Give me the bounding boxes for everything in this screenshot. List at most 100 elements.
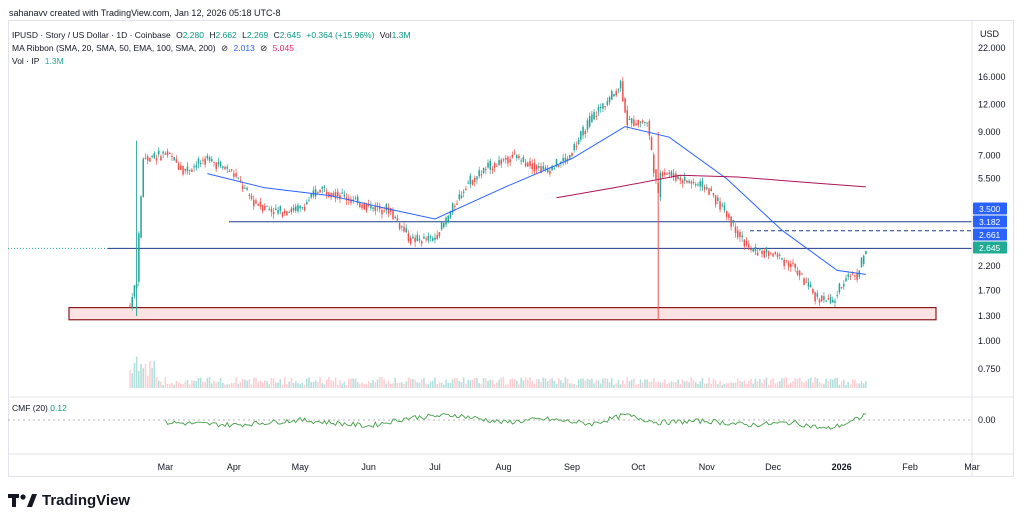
candle-body	[626, 109, 629, 126]
volume-bar	[502, 377, 505, 388]
candle-body	[429, 236, 432, 238]
candle-body	[562, 157, 564, 162]
volume-bar	[661, 382, 664, 388]
volume-bar	[544, 378, 547, 388]
volume-bar	[626, 377, 629, 388]
candle-body	[597, 107, 600, 112]
vol-ip-label[interactable]: Vol · IP	[12, 56, 40, 66]
volume-bar	[197, 377, 200, 388]
volume-bar	[378, 377, 381, 388]
volume-bar	[752, 383, 754, 388]
candle-body	[252, 199, 255, 207]
volume-bar	[155, 377, 158, 388]
y-tick-label: 0.750	[978, 364, 1001, 374]
volume-bar	[478, 383, 480, 388]
candle-body	[732, 219, 735, 224]
volume-bar	[367, 380, 370, 388]
support-zone	[68, 307, 937, 321]
x-tick-label: Oct	[631, 462, 646, 472]
volume-bar	[588, 379, 591, 388]
candle-body	[518, 155, 520, 159]
candle-body	[199, 163, 202, 165]
axis-layer: 22.000 16.000 12.000 9.000 7.000 5.500 2.200 1.…	[8, 20, 1014, 477]
volume-bar	[637, 383, 640, 388]
candle-body	[820, 295, 823, 302]
cmf-label[interactable]: CMF (20)	[12, 403, 48, 413]
candle-body	[436, 235, 438, 240]
candle-body	[639, 121, 642, 123]
candle-body	[767, 251, 770, 257]
candle-body	[765, 247, 768, 253]
candle-body	[694, 184, 697, 186]
tradingview-logo[interactable]: TradingView	[8, 490, 130, 510]
x-tick-label: Mar	[158, 462, 174, 472]
y-tick-label: 5.500	[978, 174, 1001, 184]
candle-body	[275, 208, 277, 211]
volume-bar	[706, 383, 708, 388]
candle-body	[619, 81, 622, 89]
candle-body	[524, 162, 527, 167]
volume-bar	[151, 367, 153, 388]
volume-bar	[725, 382, 728, 388]
volume-bar	[535, 379, 538, 388]
volume-bar	[712, 378, 715, 388]
candle-body	[191, 169, 193, 172]
volume-bar	[343, 381, 346, 388]
volume-bar	[153, 360, 156, 388]
candle-body	[341, 192, 343, 194]
candle-body	[507, 156, 509, 164]
candle-body	[469, 175, 472, 185]
volume-bar	[524, 377, 527, 388]
candle-body	[498, 159, 500, 166]
candle-body	[478, 170, 480, 177]
volume-bar	[286, 383, 288, 388]
candle-body	[838, 283, 841, 293]
volume-bar	[717, 384, 719, 388]
candle-body	[551, 165, 553, 171]
candle-body	[281, 212, 284, 217]
candle-body	[522, 157, 525, 162]
volume-bar	[732, 382, 735, 388]
candle-body	[586, 120, 589, 130]
candle-body	[688, 180, 690, 183]
candle-body	[710, 188, 712, 192]
candle-body	[381, 209, 383, 215]
candle-body	[487, 162, 489, 168]
ma-symbol-2: ⊘	[260, 43, 268, 53]
candle-body	[566, 158, 569, 161]
ma-label[interactable]: MA Ribbon (SMA, 20, SMA, 50, EMA, 100, S…	[12, 43, 216, 53]
volume-bar	[306, 378, 308, 388]
volume-bar	[449, 382, 452, 388]
volume-bar	[471, 379, 474, 388]
volume-bar	[829, 378, 832, 388]
candle-body	[427, 235, 430, 241]
candle-body	[706, 187, 708, 189]
volume-bar	[719, 381, 721, 388]
volume-bar	[823, 384, 825, 388]
candle-body	[155, 158, 158, 161]
volume-bar	[586, 378, 589, 388]
candle-body	[420, 241, 423, 244]
volume-bar	[348, 378, 350, 388]
candle-body	[553, 168, 556, 170]
volume-bar	[345, 384, 348, 388]
volume-bar	[138, 370, 140, 388]
candle-body	[588, 116, 591, 127]
candle-body	[599, 106, 602, 108]
volume-bar	[222, 382, 224, 388]
symbol-label[interactable]: IPUSD · Story / US Dollar · 1D · Coinbas…	[12, 30, 171, 40]
volume-bar	[681, 379, 684, 388]
candle-body	[175, 159, 178, 163]
candle-body	[816, 293, 819, 297]
candle-body	[197, 158, 200, 164]
candle-body	[655, 169, 657, 180]
volume-bar	[146, 375, 149, 388]
volume-bar	[259, 380, 262, 388]
volume-bar	[622, 380, 624, 388]
candle-body	[246, 187, 248, 190]
candle-body	[520, 160, 522, 162]
volume-bar	[288, 381, 290, 388]
volume-bar	[354, 378, 357, 388]
candle-body	[580, 131, 582, 140]
